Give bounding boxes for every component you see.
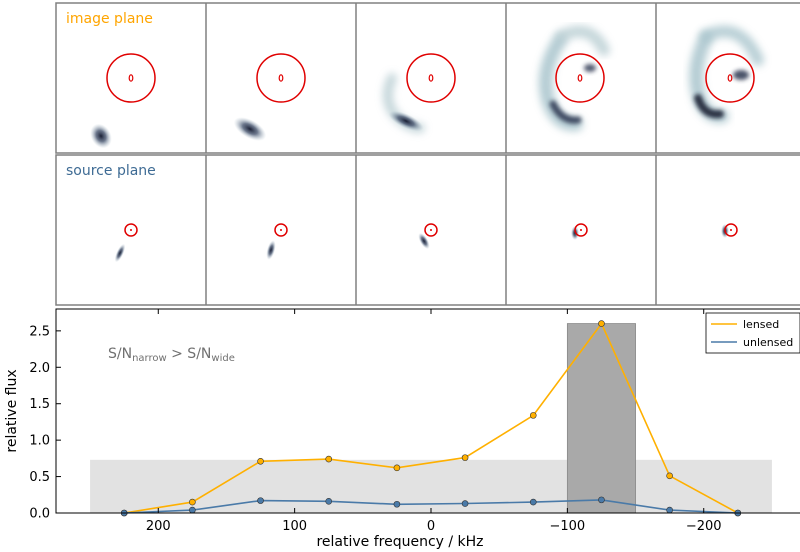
lensed-image-blob (733, 70, 749, 80)
lensed-image-blob (694, 94, 724, 119)
data-point-unlensed (598, 496, 605, 504)
critical-curve (106, 53, 156, 103)
image-plane-label: image plane (66, 11, 153, 27)
data-point-lensed (325, 455, 333, 463)
data-point-unlensed (529, 498, 537, 506)
source-plane-label: source plane (66, 163, 156, 179)
sn-sub-wide: wide (211, 353, 234, 364)
caustic-dot (430, 229, 432, 231)
y-tick-label: 2.0 (29, 361, 50, 376)
caustic-dot (130, 229, 132, 231)
lensed-image-blob (584, 64, 596, 72)
caustic (278, 74, 284, 82)
caustic (577, 74, 583, 82)
legend-label-unlensed: unlensed (743, 336, 793, 349)
y-tick-label: 0.5 (29, 470, 50, 485)
source-panel-2 (266, 223, 288, 260)
data-point-lensed (393, 464, 401, 472)
lensed-image-blob (388, 110, 424, 132)
x-tick-label: 100 (282, 519, 307, 534)
data-point-unlensed (461, 500, 469, 507)
image-plane-row: image plane (55, 2, 800, 154)
series-line-lensed (124, 322, 739, 514)
caustic-circle (424, 223, 438, 237)
x-tick-label: −100 (550, 519, 586, 534)
source-blob (114, 243, 126, 263)
x-tick-label: 0 (427, 519, 435, 534)
arc-halo (700, 25, 764, 66)
image-panel-1 (90, 53, 156, 149)
data-point-lensed (598, 320, 605, 327)
critical-curve (406, 53, 456, 103)
sn-mid: > S/N (167, 346, 212, 362)
x-tick-label: 200 (146, 519, 171, 534)
image-panel-5 (689, 25, 764, 124)
source-panel-5 (721, 223, 738, 238)
y-axis-label: relative flux (4, 369, 20, 452)
caustic-dot (730, 229, 732, 231)
data-point-lensed (666, 472, 673, 480)
shaded-region-2 (566, 323, 636, 514)
legend: lensed unlensed (705, 312, 800, 354)
y-tick-label: 1.0 (29, 434, 50, 449)
lensed-image-blob (90, 123, 112, 149)
sn-annotation: S/Nnarrow > S/Nwide (108, 346, 235, 364)
arc-halo (538, 33, 583, 131)
data-point-unlensed (257, 497, 264, 504)
critical-curve (705, 53, 755, 103)
critical-curve (256, 53, 306, 103)
source-panel-4 (571, 223, 588, 240)
x-axis-label: relative frequency / kHz (316, 534, 483, 550)
source-panel-3 (418, 223, 438, 250)
data-point-unlensed (325, 498, 333, 505)
axis-ticks: 200 100 0 −100 −200 0.0 0.5 1.0 1.5 2.0 2.5 (29, 309, 722, 534)
legend-box (705, 312, 800, 354)
caustic-circle (274, 223, 288, 237)
data-point-lensed (189, 498, 196, 506)
source-row-frame (55, 154, 800, 306)
data-point-unlensed (666, 506, 673, 514)
data-point-unlensed (393, 500, 401, 508)
image-panel-4 (538, 25, 610, 131)
caustic (128, 74, 134, 82)
caustic (428, 74, 434, 82)
source-plane-row: source plane (55, 154, 800, 306)
y-tick-label: 0.0 (29, 507, 50, 522)
shaded-regions (90, 323, 772, 514)
arc-halo (556, 25, 610, 56)
image-panel-2 (233, 53, 306, 141)
data-point-unlensed (189, 506, 196, 514)
data-point-lensed (529, 412, 537, 419)
image-row-frame (55, 2, 800, 154)
source-blob (266, 240, 276, 260)
data-point-lensed (257, 457, 264, 465)
data-point-lensed (461, 454, 469, 461)
y-tick-label: 1.5 (29, 397, 50, 412)
lensed-image-blob (233, 117, 267, 141)
legend-label-lensed: lensed (743, 318, 779, 331)
caustic-circle (124, 223, 138, 237)
source-panel-1 (114, 223, 138, 263)
sn-base-1: S/N (108, 346, 132, 362)
data-series (120, 320, 742, 517)
sn-sub-narrow: narrow (132, 353, 167, 364)
caustic (727, 74, 733, 82)
spectrum-chart: 200 100 0 −100 −200 0.0 0.5 1.0 1.5 2.0 2.5 relati… (4, 308, 800, 550)
caustic-circle (724, 223, 738, 237)
y-tick-label: 2.5 (29, 324, 50, 339)
image-panel-3 (382, 53, 456, 133)
critical-curve (555, 53, 605, 103)
lensed-image-blob (549, 100, 582, 124)
caustic-circle (574, 223, 588, 237)
x-tick-label: −200 (686, 519, 722, 534)
caustic-dot (280, 229, 282, 231)
series-line-unlensed (124, 499, 738, 514)
source-blob (418, 232, 430, 250)
caustic-dot (580, 229, 582, 231)
